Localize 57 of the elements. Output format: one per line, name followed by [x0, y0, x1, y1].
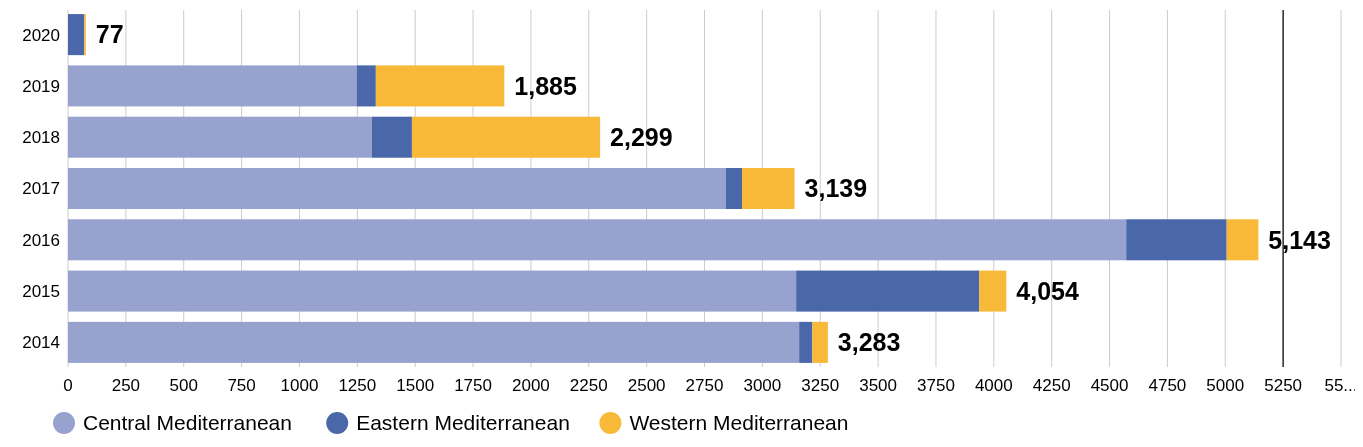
y-tick-label: 2020	[22, 25, 60, 45]
bar	[742, 167, 795, 210]
bar	[725, 167, 742, 210]
x-tick-label: 5250	[1264, 376, 1303, 395]
y-tick-label: 2019	[22, 76, 60, 96]
x-tick-label: 0	[63, 376, 73, 395]
y-tick-label: 2017	[22, 179, 60, 199]
x-tick-label: 3000	[743, 376, 782, 395]
bar	[68, 219, 1127, 261]
x-tick-label: 250	[111, 376, 141, 395]
x-tick-label: 2250	[569, 376, 608, 395]
x-tick-label: 4250	[1032, 376, 1071, 395]
total-label: 3,139	[804, 174, 868, 203]
bar	[68, 14, 85, 56]
x-tick-label: 500	[169, 376, 198, 395]
x-tick-label: 1250	[338, 376, 377, 395]
x-tick-label: 1500	[396, 376, 435, 395]
bar	[68, 270, 797, 312]
bar	[1226, 219, 1259, 261]
legend-label: Western Mediterranean	[629, 411, 849, 435]
legend-label: Central Mediterranean	[83, 411, 292, 435]
x-tick-label: 4000	[974, 376, 1013, 395]
x-tick-label: 3500	[859, 376, 897, 395]
x-tick-label: 1000	[280, 376, 319, 395]
bar	[411, 116, 601, 158]
bar	[356, 65, 376, 107]
bar	[68, 65, 357, 107]
total-label: 77	[95, 20, 124, 49]
bar	[375, 65, 505, 107]
total-label: 4,054	[1016, 276, 1079, 305]
bar	[68, 167, 726, 210]
x-tick-label: 2750	[685, 376, 724, 395]
y-tick-label: 2014	[22, 333, 60, 353]
x-tick-label: 3250	[801, 376, 840, 395]
x-tick-label: 5000	[1206, 376, 1245, 395]
x-tick-label: 750	[227, 376, 256, 395]
x-tick-label: 4750	[1148, 376, 1187, 395]
legend-label: Eastern Mediterranean	[356, 411, 570, 435]
bar	[1126, 219, 1227, 261]
y-tick-label: 2015	[22, 282, 60, 302]
bar	[68, 321, 800, 363]
x-tick-label: 2500	[627, 376, 666, 395]
bar	[68, 116, 372, 158]
bar	[979, 270, 1007, 312]
x-tick-label: 3750	[917, 376, 955, 395]
x-tick-label: 4500	[1090, 376, 1129, 395]
x-tick-label: 2000	[512, 376, 550, 395]
y-tick-label: 2016	[22, 230, 60, 250]
bar	[371, 116, 412, 158]
total-label: 2,299	[610, 122, 673, 151]
bar	[796, 270, 980, 312]
bar	[799, 321, 813, 363]
x-tick-label: 1750	[454, 376, 492, 395]
total-label: 1,885	[514, 71, 577, 100]
bar	[812, 321, 828, 363]
y-tick-label: 2018	[22, 128, 60, 148]
total-label: 3,283	[837, 328, 901, 357]
